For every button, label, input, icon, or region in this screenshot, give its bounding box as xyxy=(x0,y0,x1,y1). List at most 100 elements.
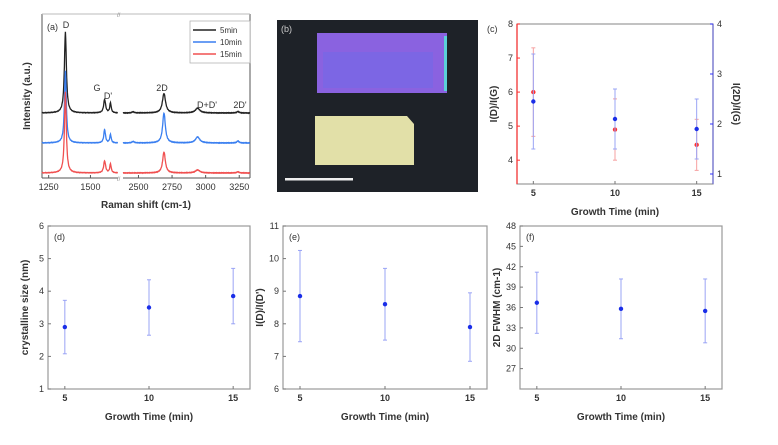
y-tick-label: 48 xyxy=(506,221,516,231)
y-tick-label: 9 xyxy=(274,286,279,296)
x-tick-label: 10 xyxy=(380,393,390,403)
x-tick-label: 5 xyxy=(534,393,539,403)
y-tick-label: 8 xyxy=(274,319,279,329)
x-axis-label: Growth Time (min) xyxy=(341,412,429,423)
data-point xyxy=(618,306,624,312)
data-point xyxy=(534,300,540,305)
data-point xyxy=(230,293,236,299)
data-point xyxy=(612,116,618,122)
y-tick-label: 5 xyxy=(508,121,513,131)
x-tick-label: 2750 xyxy=(162,182,182,192)
x-axis-label: Growth Time (min) xyxy=(577,412,665,423)
axis-break-icon: // xyxy=(117,13,121,19)
y-tick-label: 30 xyxy=(506,343,516,353)
y-tick-label: 7 xyxy=(508,53,513,63)
y-axis-label: 2D FWHM (cm-1) xyxy=(492,268,503,347)
y-tick-label: 5 xyxy=(39,254,44,264)
data-point xyxy=(382,302,388,307)
y-tick-label: 2 xyxy=(39,351,44,361)
x-tick-label: 1500 xyxy=(80,182,100,192)
peak-label: D' xyxy=(104,91,112,101)
y-tick-label: 6 xyxy=(508,87,513,97)
panel-a: // // 1250 1500 2500 2750 3000 3250 Raman shift … xyxy=(22,13,251,211)
y-tick-label: 1 xyxy=(39,384,44,394)
x-tick-label: 15 xyxy=(228,393,238,403)
x-tick-label: 10 xyxy=(616,393,626,403)
y-tick-label: 3 xyxy=(39,319,44,329)
y-tick-label: 4 xyxy=(39,286,44,296)
y-axis-label: I(D)/I(G) xyxy=(489,86,500,123)
panel-label: (d) xyxy=(54,232,65,242)
x-tick-label: 15 xyxy=(692,188,702,198)
x-tick-label: 10 xyxy=(144,393,154,403)
y-tick-label: 10 xyxy=(269,254,279,264)
scale-bar xyxy=(285,178,353,181)
x-axis-label: Growth Time (min) xyxy=(105,412,193,423)
spectrum-line-5min xyxy=(122,92,251,115)
y-axis-label: I(D)/I(D') xyxy=(255,288,266,326)
panel-c: 5 10 15 4 5 6 7 8 1 2 3 4 Growth Time (min) I(D)/I(G)… xyxy=(487,19,741,218)
spectrum-line-10min xyxy=(41,70,119,144)
peak-label: 2D xyxy=(156,83,168,93)
legend-label: 5min xyxy=(220,26,237,35)
x-axis-label: Raman shift (cm-1) xyxy=(101,200,191,211)
panel-label: (f) xyxy=(526,232,535,242)
y-tick-label-right: 3 xyxy=(717,69,722,79)
x-tick-label: 5 xyxy=(531,188,536,198)
y-tick-label: 36 xyxy=(506,303,516,313)
spectrum-line-5min xyxy=(41,31,118,114)
y-tick-label: 27 xyxy=(506,364,516,374)
x-tick-label: 3000 xyxy=(196,182,216,192)
y-tick-label: 6 xyxy=(274,384,279,394)
y-axis-label: crystalline size (nm) xyxy=(20,260,31,356)
yellow-substrate xyxy=(315,116,414,165)
y-tick-label: 6 xyxy=(39,221,44,231)
y-axis-label-right: I(2D)/I(G) xyxy=(730,83,741,125)
spectrum-line-15min xyxy=(122,151,251,175)
panel-d: 5 10 15 1 2 3 4 5 6 Growth Time (min) crystalline … xyxy=(20,221,251,423)
data-point xyxy=(531,99,536,104)
panel-f: 5 10 15 27 30 33 36 39 42 45 48 Growth Time (min) 2D… xyxy=(492,221,723,423)
x-tick-label: 15 xyxy=(700,393,710,403)
data-point xyxy=(702,308,708,314)
data-point xyxy=(146,305,152,310)
y-tick-label-right: 1 xyxy=(717,169,722,179)
y-tick-label: 11 xyxy=(270,221,279,231)
panel-label: (c) xyxy=(487,24,498,34)
panel-label: (e) xyxy=(289,232,300,242)
peak-label: D+D' xyxy=(197,100,217,110)
data-point xyxy=(694,126,699,132)
x-tick-label: 10 xyxy=(610,188,620,198)
y-tick-label-right: 4 xyxy=(717,19,722,29)
x-tick-label: 2500 xyxy=(128,182,148,192)
peak-label: D xyxy=(63,20,70,30)
panel-a-label: (a) xyxy=(47,22,58,32)
y-tick-label-right: 2 xyxy=(717,119,722,129)
y-tick-label: 45 xyxy=(506,241,516,251)
x-tick-label: 1250 xyxy=(39,182,59,192)
x-axis-label: Growth Time (min) xyxy=(571,207,659,218)
y-tick-label: 39 xyxy=(506,282,516,292)
x-tick-label: 5 xyxy=(62,393,67,403)
peak-label: 2D' xyxy=(233,100,247,110)
spectrum-line-15min xyxy=(41,91,119,174)
spectrum-line-10min xyxy=(122,112,251,145)
y-axis-label: Intensity (a.u.) xyxy=(22,62,33,130)
panel-e: 5 10 15 6 7 8 9 10 11 Growth Time (min) I(D)/I(D')… xyxy=(255,221,488,423)
data-point xyxy=(297,293,303,299)
axis-break-icon: // xyxy=(117,177,121,183)
panel-b-photo: (b) xyxy=(277,20,478,192)
data-point xyxy=(467,324,473,330)
y-tick-label: 8 xyxy=(508,19,513,29)
x-tick-label: 5 xyxy=(297,393,302,403)
purple-substrate-inner xyxy=(323,52,433,88)
peak-label: G xyxy=(93,83,100,93)
y-tick-label: 4 xyxy=(508,155,513,165)
data-point xyxy=(62,324,68,330)
legend-label: 15min xyxy=(220,50,242,59)
y-tick-label: 7 xyxy=(274,351,279,361)
panel-b-label: (b) xyxy=(281,24,292,34)
purple-substrate-edge xyxy=(444,36,447,91)
x-tick-label: 3250 xyxy=(229,182,249,192)
